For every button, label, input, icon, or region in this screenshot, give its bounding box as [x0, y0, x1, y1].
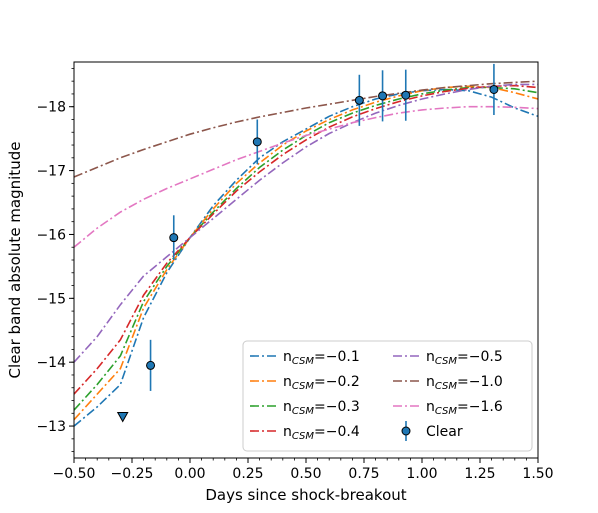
- x-tick-label: 1.00: [406, 466, 437, 482]
- legend-handle-clear: [401, 426, 411, 436]
- data-point-1: [146, 360, 156, 370]
- y-tick-label: −16: [36, 227, 66, 243]
- x-axis-label: Days since shock-breakout: [205, 486, 406, 504]
- legend-label-n-csm-m0-4: nCSM=−0.4: [283, 424, 360, 442]
- legend-label-clear: Clear: [426, 424, 463, 440]
- legend-box: [242, 340, 533, 452]
- series-line-n-csm-m0-5: [74, 83, 538, 363]
- x-tick-label: −0.50: [53, 466, 96, 482]
- legend-label-n-csm-m0-2: nCSM=−0.2: [283, 374, 360, 392]
- upper-limit-marker: [116, 411, 129, 423]
- x-tick-label: 0.50: [290, 466, 321, 482]
- axes: −0.50 −0.25 0.00 0.25 0.50 0.75 1.00 1.25 1.50 −1…: [36, 61, 554, 482]
- y-tick-label: −13: [36, 419, 66, 435]
- legend-label-n-csm-m1-0: nCSM=−1.0: [426, 374, 503, 392]
- legend-label-n-csm-m1-6: nCSM=−1.6: [426, 399, 503, 417]
- legend-label-n-csm-m0-3: nCSM=−0.3: [283, 399, 360, 417]
- x-tick-label: 1.25: [464, 466, 495, 482]
- legend: nCSM=−0.1 nCSM=−0.2 nCSM=−0.3 nCSM=−0.4 nCSM…: [242, 340, 533, 452]
- y-axis-label: Clear band absolute magnitude: [6, 142, 24, 379]
- legend-label-n-csm-m0-1: nCSM=−0.1: [283, 349, 360, 367]
- y-tick-label: −14: [36, 355, 66, 371]
- observations: [116, 63, 499, 423]
- y-tick-label: −17: [36, 164, 66, 180]
- x-tick-label: 0.75: [348, 466, 379, 482]
- data-point-6: [401, 90, 411, 100]
- x-tick-label: 0.25: [232, 466, 263, 482]
- y-tick-label: −18: [36, 100, 66, 116]
- data-point-3: [252, 137, 262, 147]
- series-line-n-csm-m1-6: [74, 105, 538, 248]
- series-line-n-csm-m1-0: [74, 80, 538, 178]
- data-point-5: [378, 91, 388, 101]
- data-point-2: [169, 233, 179, 243]
- x-tick-label: 1.50: [522, 466, 553, 482]
- y-tick-label: −15: [36, 291, 66, 307]
- x-tick-label: 0.00: [174, 466, 205, 482]
- data-point-7: [489, 84, 499, 94]
- legend-label-n-csm-m0-5: nCSM=−0.5: [426, 349, 503, 367]
- data-point-4: [354, 95, 364, 105]
- model-lines: [74, 80, 538, 427]
- series-line-n-csm-m0-4: [74, 84, 538, 395]
- x-tick-label: −0.25: [111, 466, 154, 482]
